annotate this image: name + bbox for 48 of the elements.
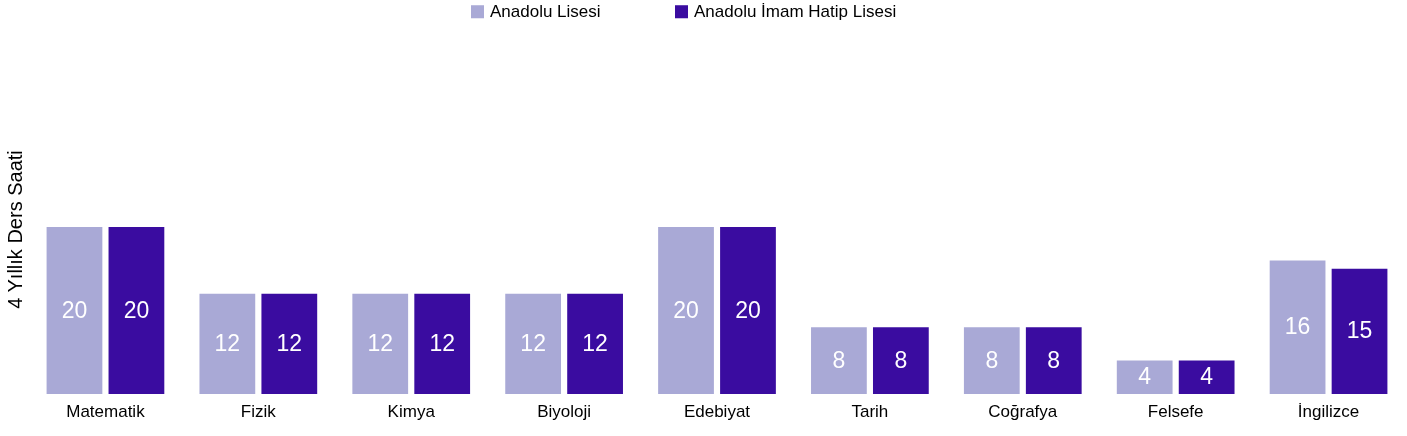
data-label: 15 (1346, 317, 1373, 344)
data-label: 8 (1047, 346, 1061, 373)
data-label: 12 (367, 329, 394, 356)
data-label: 4 (1200, 363, 1214, 390)
x-tick-label: Felsefe (1147, 401, 1204, 421)
bar (261, 293, 318, 394)
x-tick-label: Edebiyat (683, 401, 751, 421)
data-label: 12 (520, 329, 546, 356)
data-label: 8 (985, 346, 999, 373)
data-label: 20 (735, 296, 761, 323)
data-label: 12 (214, 329, 241, 356)
data-label: 16 (1284, 313, 1311, 340)
bar (567, 293, 623, 394)
x-tick-label: İngilizce (1297, 401, 1360, 421)
bar (811, 327, 867, 394)
legend-label: Anadolu Lisesi (490, 1, 601, 21)
x-tick-label: Matematik (66, 401, 146, 421)
data-label: 12 (582, 329, 608, 356)
y-axis-title: 4 Yıllık Ders Saati (3, 150, 26, 309)
data-label: 8 (894, 346, 908, 373)
data-label: 4 (1138, 363, 1152, 390)
data-label: 12 (276, 329, 303, 356)
bar (414, 293, 471, 394)
bar (1178, 360, 1235, 394)
bar (199, 293, 256, 394)
bar (352, 293, 409, 394)
legend-label: Anadolu İmam Hatip Lisesi (694, 1, 897, 21)
data-label: 20 (673, 296, 699, 323)
data-label: 20 (61, 296, 88, 323)
bar (720, 227, 776, 394)
x-tick-label: Fizik (240, 401, 277, 421)
x-tick-label: Tarih (851, 401, 889, 421)
bar (963, 327, 1020, 394)
bar (108, 227, 165, 394)
bar (1025, 327, 1082, 394)
x-tick-label: Biyoloji (537, 401, 592, 421)
x-tick-label: Kimya (387, 401, 436, 421)
bar (658, 227, 714, 394)
bar (505, 293, 562, 394)
data-label: 8 (832, 346, 846, 373)
data-label: 12 (429, 329, 455, 356)
data-label: 20 (123, 296, 150, 323)
bar (872, 327, 929, 394)
bar (46, 227, 103, 394)
bar (1116, 360, 1173, 394)
x-tick-label: Coğrafya (988, 401, 1058, 421)
bar (1331, 268, 1388, 394)
bar (1269, 260, 1326, 394)
